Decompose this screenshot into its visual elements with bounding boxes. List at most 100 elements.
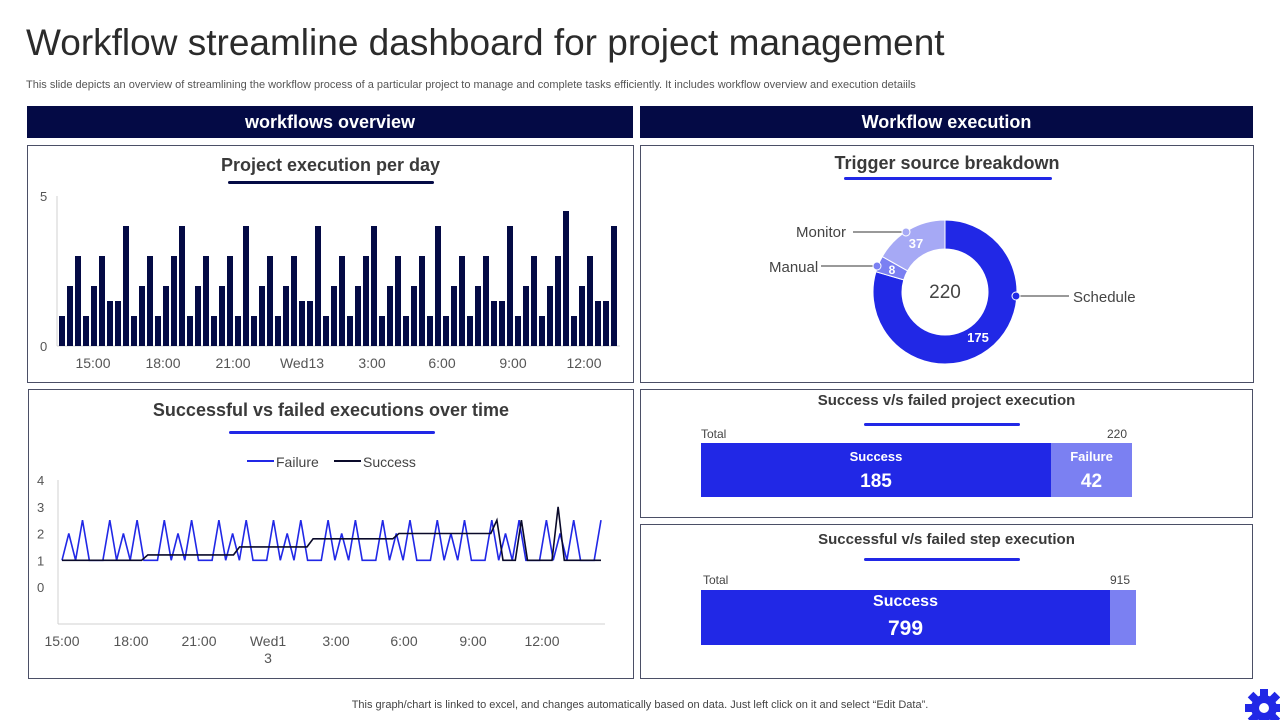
success-segment-label: Success xyxy=(873,593,938,610)
execution-bar xyxy=(347,316,353,346)
x-tick-label: 12:00 xyxy=(524,633,559,649)
execution-bar xyxy=(251,316,257,346)
trigger-source-panel: Trigger source breakdown 220 Schedule Ma… xyxy=(640,145,1254,383)
execution-bar xyxy=(339,256,345,346)
schedule-label: Schedule xyxy=(1073,289,1136,306)
execution-bar xyxy=(571,316,577,346)
execution-bar xyxy=(171,256,177,346)
execution-bar xyxy=(283,286,289,346)
total-value: 915 xyxy=(1110,573,1131,587)
line-series-success xyxy=(62,506,601,562)
execution-bar xyxy=(355,286,361,346)
manual-label: Manual xyxy=(769,259,818,276)
x-tick-labels: 15:00 18:00 21:00 Wed13 3:00 6:00 9:00 12:00 xyxy=(44,633,559,666)
execution-bar xyxy=(435,226,441,346)
y-tick-label: 3 xyxy=(37,500,44,515)
monitor-value-label: 37 xyxy=(909,236,923,251)
execution-bar xyxy=(555,256,561,346)
execution-bar xyxy=(219,286,225,346)
execution-bar xyxy=(195,286,201,346)
project-execution-panel: Project execution per day 5 0 15:00 18:00… xyxy=(27,145,634,383)
execution-bar xyxy=(123,226,129,346)
line-series-failure xyxy=(61,519,602,562)
execution-bar xyxy=(395,256,401,346)
line-series xyxy=(61,506,602,562)
monitor-marker xyxy=(901,227,911,237)
project-execution-title: Project execution per day xyxy=(220,155,441,175)
execution-bar xyxy=(371,226,377,346)
execution-bar xyxy=(299,301,305,346)
execution-bar xyxy=(115,301,121,346)
execution-bar xyxy=(419,256,425,346)
execution-bar xyxy=(323,316,329,346)
y-tick-label: 5 xyxy=(40,189,47,204)
execution-bar xyxy=(515,316,521,346)
execution-bar xyxy=(291,256,297,346)
page-title: Workflow streamline dashboard for projec… xyxy=(26,22,945,63)
x-tick-labels: 15:00 18:00 21:00 Wed13 3:00 6:00 9:00 12:00 xyxy=(75,355,601,371)
execution-bar xyxy=(315,226,321,346)
execution-bar xyxy=(227,256,233,346)
execution-bar xyxy=(427,316,433,346)
execution-bar xyxy=(163,286,169,346)
execution-bar xyxy=(275,316,281,346)
y-tick-label: 4 xyxy=(37,473,44,488)
execution-bar xyxy=(179,226,185,346)
failure-segment-label: Failure xyxy=(1070,449,1113,464)
execution-bar xyxy=(211,316,217,346)
execution-bar xyxy=(67,286,73,346)
y-tick-label: 0 xyxy=(40,339,47,354)
schedule-value-label: 175 xyxy=(967,330,989,345)
title-underline xyxy=(228,181,434,184)
title-underline xyxy=(864,558,1020,561)
execution-bar xyxy=(403,316,409,346)
success-segment-value: 799 xyxy=(887,617,924,640)
execution-bar xyxy=(235,316,241,346)
bar-series xyxy=(59,211,617,346)
success-segment-value: 185 xyxy=(860,471,892,492)
schedule-marker xyxy=(1011,291,1021,301)
execution-bar xyxy=(499,301,505,346)
title-underline xyxy=(844,177,1052,180)
execution-bar xyxy=(59,316,65,346)
execution-bar xyxy=(155,316,161,346)
executions-over-time-panel: Successful vs failed executions over tim… xyxy=(28,389,634,679)
x-tick-label: 3:00 xyxy=(358,355,385,371)
execution-bar xyxy=(91,286,97,346)
execution-bar xyxy=(147,256,153,346)
execution-bar xyxy=(459,256,465,346)
total-label: Total xyxy=(701,427,727,441)
execution-bar xyxy=(411,286,417,346)
project-execution-split-panel: Success v/s failed project execution Tot… xyxy=(640,389,1253,518)
execution-bar xyxy=(579,286,585,346)
execution-bar xyxy=(83,316,89,346)
total-label: Total xyxy=(703,573,729,587)
x-tick-label: 9:00 xyxy=(459,633,486,649)
execution-bar xyxy=(75,256,81,346)
y-tick-label: 1 xyxy=(37,553,44,568)
execution-bar xyxy=(507,226,513,346)
monitor-label: Monitor xyxy=(796,224,846,241)
execution-bar xyxy=(531,256,537,346)
execution-bar xyxy=(523,286,529,346)
execution-bar xyxy=(267,256,273,346)
execution-bar xyxy=(451,286,457,346)
execution-bar xyxy=(595,301,601,346)
y-tick-label: 0 xyxy=(37,580,44,595)
manual-marker xyxy=(872,261,882,271)
execution-bar xyxy=(203,256,209,346)
success-segment-label: Success xyxy=(849,449,903,464)
page-subtitle: This slide depicts an overview of stream… xyxy=(26,79,916,91)
legend-success-label: Success xyxy=(363,454,416,470)
y-tick-labels: 4 3 2 1 0 xyxy=(37,473,44,595)
failure-segment xyxy=(1110,590,1136,645)
execution-bar xyxy=(187,316,193,346)
title-underline xyxy=(229,431,435,434)
executions-line-chart: Failure Success 4 3 2 1 0 15:00 18:00 21:00 Wed… xyxy=(37,454,605,666)
failure-segment xyxy=(1051,443,1132,497)
donut-slice-schedule xyxy=(872,219,1018,365)
x-tick-label: Wed13 xyxy=(280,355,324,371)
project-execution-bar-chart: 5 0 15:00 18:00 21:00 Wed13 3:00 6:00 9:00 12:0… xyxy=(40,189,620,371)
execution-bar xyxy=(491,301,497,346)
workflow-execution-header: Workflow execution xyxy=(640,106,1253,138)
